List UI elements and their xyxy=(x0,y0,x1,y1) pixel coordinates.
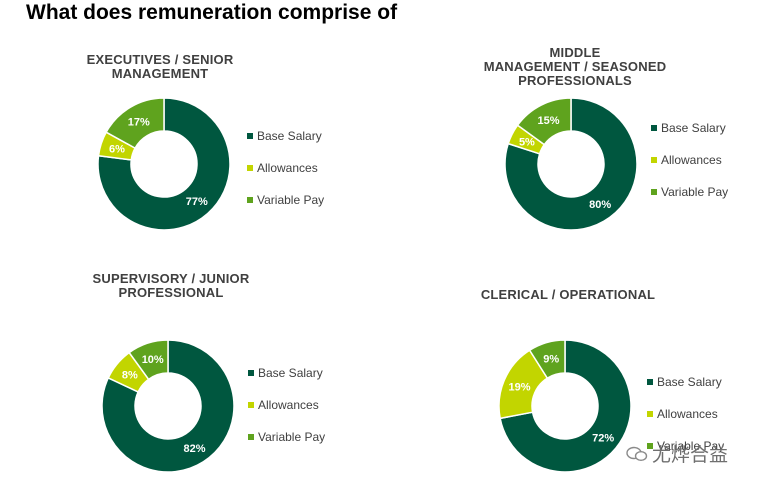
data-label-allowances: 5% xyxy=(519,137,535,149)
legend-swatch xyxy=(248,434,254,440)
legend-swatch xyxy=(651,189,657,195)
data-label-variable-pay: 17% xyxy=(128,116,150,128)
wechat-icon xyxy=(626,446,648,461)
legend-label: Allowances xyxy=(657,407,718,421)
page-title: What does remuneration comprise of xyxy=(26,1,398,24)
legend-label: Base Salary xyxy=(257,129,322,143)
legend-swatch xyxy=(248,370,254,376)
legend-item-allowances: Allowances xyxy=(651,153,722,167)
chart-title-line: MIDDLE xyxy=(549,45,601,60)
slice-base-salary xyxy=(97,97,231,231)
legend-label: Base Salary xyxy=(661,121,726,135)
legend-swatch xyxy=(651,157,657,163)
legend-swatch xyxy=(247,133,253,139)
slice-variable-pay xyxy=(528,339,566,380)
legend-swatch xyxy=(248,402,254,408)
chart-title-line: MANAGEMENT / SEASONED xyxy=(483,59,667,74)
chart-title-supervisory: SUPERVISORY / JUNIOR PROFESSIONAL xyxy=(71,272,271,300)
legend-label: Allowances xyxy=(661,153,722,167)
legend-item-base-salary: Base Salary xyxy=(247,129,322,143)
slice-variable-pay xyxy=(516,97,572,146)
legend-label: Variable Pay xyxy=(661,185,729,199)
legend-item-variable-pay: Variable Pay xyxy=(651,185,728,199)
legend-item-base-salary: Base Salary xyxy=(651,121,726,135)
data-label-variable-pay: 10% xyxy=(142,354,164,366)
data-label-allowances: 19% xyxy=(509,381,531,393)
donut-chart-executives: 77% 6% 17% xyxy=(97,97,231,231)
legend-item-variable-pay: Variable Pay xyxy=(247,193,324,207)
legend-label: Base Salary xyxy=(258,366,323,380)
slice-base-salary xyxy=(101,339,235,473)
legend-label: Variable Pay xyxy=(657,439,725,453)
donut-chart-middle-management: 80% 5%15% xyxy=(504,97,638,231)
legend-item-allowances: Allowances xyxy=(647,407,718,421)
legend-label: Variable Pay xyxy=(258,430,326,444)
chart-title-line: EXECUTIVES / SENIOR xyxy=(86,52,234,67)
donut-chart-supervisory: 82% 8% 10% xyxy=(101,339,235,473)
data-label-base-salary: 80% xyxy=(589,199,611,211)
legend-swatch xyxy=(651,125,657,131)
legend-item-variable-pay: Variable Pay xyxy=(647,439,724,453)
legend-swatch xyxy=(647,411,653,417)
chart-title-line: MANAGEMENT xyxy=(111,66,209,81)
data-label-allowances: 6% xyxy=(109,144,125,156)
watermark-text: 尤烨合益 xyxy=(652,444,729,466)
chart-title-line: SUPERVISORY / JUNIOR xyxy=(92,271,250,286)
slice-base-salary xyxy=(499,339,632,473)
legend-label: Allowances xyxy=(258,398,319,412)
legend-label: Allowances xyxy=(257,161,318,175)
data-label-variable-pay: 9% xyxy=(543,353,559,365)
slice-variable-pay xyxy=(105,97,165,150)
legend-swatch xyxy=(247,165,253,171)
legend-item-base-salary: Base Salary xyxy=(647,375,722,389)
chart-title-line: PROFESSIONALS xyxy=(518,73,632,88)
legend-swatch xyxy=(247,197,253,203)
chart-title-line: CLERICAL / OPERATIONAL xyxy=(480,287,656,302)
legend-item-base-salary: Base Salary xyxy=(248,366,323,380)
data-label-variable-pay: 15% xyxy=(538,115,560,127)
data-label-allowances: 8% xyxy=(122,369,138,381)
data-label-base-salary: 77% xyxy=(186,196,208,208)
legend-swatch xyxy=(647,443,653,449)
chart-title-middle-management: MIDDLE MANAGEMENT / SEASONED PROFESSIONA… xyxy=(465,46,685,88)
slice-variable-pay xyxy=(128,339,169,381)
legend-item-allowances: Allowances xyxy=(248,398,319,412)
chart-title-clerical: CLERICAL / OPERATIONAL xyxy=(458,288,678,302)
legend-item-allowances: Allowances xyxy=(247,161,318,175)
watermark: 尤烨合益 xyxy=(626,440,728,467)
chart-title-executives: EXECUTIVES / SENIOR MANAGEMENT xyxy=(60,53,260,81)
legend-swatch xyxy=(647,379,653,385)
legend-label: Base Salary xyxy=(657,375,722,389)
data-label-base-salary: 72% xyxy=(592,433,614,445)
legend-label: Variable Pay xyxy=(257,193,325,207)
slice-base-salary xyxy=(504,97,638,231)
chart-title-line: PROFESSIONAL xyxy=(118,285,224,300)
donut-chart-clerical: 72% 19% 9% xyxy=(498,339,632,473)
data-label-base-salary: 82% xyxy=(184,443,206,455)
legend-item-variable-pay: Variable Pay xyxy=(248,430,325,444)
